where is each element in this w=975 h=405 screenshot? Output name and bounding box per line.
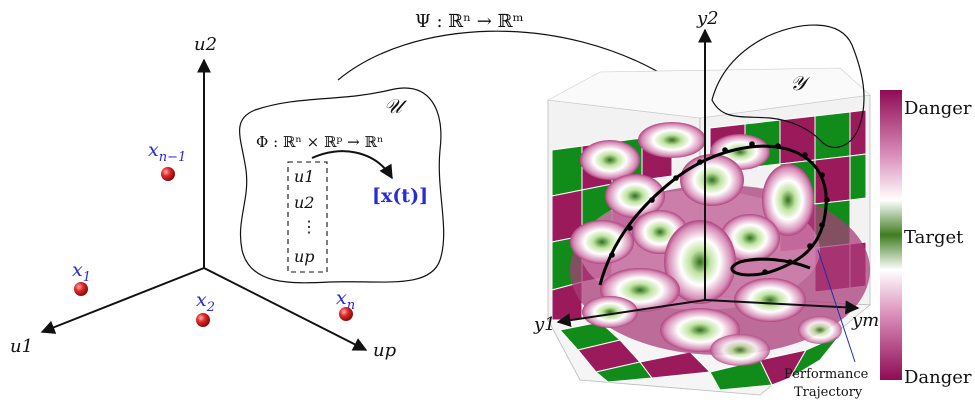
- output-space-cube: [547, 28, 872, 396]
- y1-axis-label: y1: [533, 314, 556, 335]
- point-xn-1: xn−1: [148, 139, 186, 181]
- point-x2: x2: [196, 289, 215, 327]
- point-label-xn-1: xn−1: [148, 139, 186, 165]
- ym-axis: [704, 299, 860, 315]
- point-marker: [339, 307, 353, 321]
- set-u-boundary: [239, 87, 445, 284]
- point-marker: [74, 282, 88, 296]
- input-vdots: ⋮: [301, 217, 317, 236]
- u1-axis: [40, 267, 205, 334]
- trajectory-label-line1: Performance: [784, 367, 869, 382]
- set-u-label: 𝒰: [384, 94, 408, 118]
- floor-tiles: [559, 321, 841, 391]
- up-axis-label: up: [373, 340, 397, 361]
- colorbar-top-label: Danger: [904, 98, 972, 119]
- y1-axis: [556, 299, 706, 328]
- psi-arrow: [337, 30, 673, 81]
- point-label-x1: x1: [72, 259, 91, 285]
- psi-map-label: Ψ : ℝⁿ → ℝᵐ: [415, 11, 524, 32]
- point-x1: x1: [72, 259, 91, 296]
- trajectory-label-line2: Trajectory: [794, 385, 863, 400]
- y2-axis-label: y2: [696, 8, 719, 29]
- colorbar: [880, 90, 902, 380]
- input-space-axes: [40, 58, 368, 351]
- up-axis: [203, 267, 368, 351]
- ym-axis-label: ym: [851, 310, 879, 331]
- cube-top: [547, 67, 871, 119]
- point-label-xn: xn: [336, 287, 355, 313]
- u2-axis-label: u2: [194, 34, 217, 55]
- colorbar-bottom-label: Danger: [904, 367, 972, 388]
- set-y-boundary: [711, 24, 865, 148]
- input-up: up: [294, 247, 315, 266]
- trajectory-markers: [609, 141, 830, 275]
- colorbar-middle-label: Target: [904, 227, 964, 248]
- performance-surface: [570, 122, 870, 366]
- point-xn: xn: [336, 287, 355, 321]
- state-label: [x(t)]: [372, 185, 428, 207]
- input-u2: u2: [294, 193, 314, 212]
- input-vector-box: [287, 161, 328, 273]
- point-marker: [196, 313, 210, 327]
- point-marker: [161, 167, 175, 181]
- phi-map-label: Φ : ℝⁿ × ℝᵖ → ℝⁿ: [256, 133, 383, 151]
- point-label-x2: x2: [196, 289, 215, 315]
- phi-arrow: [311, 150, 393, 180]
- input-u1: u1: [294, 167, 314, 186]
- u1-axis-label: u1: [10, 336, 33, 357]
- trajectory-callout-line: [817, 249, 856, 363]
